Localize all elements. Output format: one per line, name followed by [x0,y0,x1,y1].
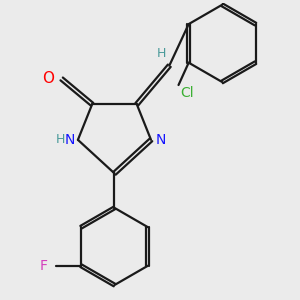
Text: Cl: Cl [180,86,194,100]
Text: F: F [40,259,47,273]
Text: H: H [157,47,166,60]
Text: H: H [56,133,65,146]
Text: N: N [64,133,75,147]
Text: O: O [43,71,55,86]
Text: N: N [156,133,166,147]
